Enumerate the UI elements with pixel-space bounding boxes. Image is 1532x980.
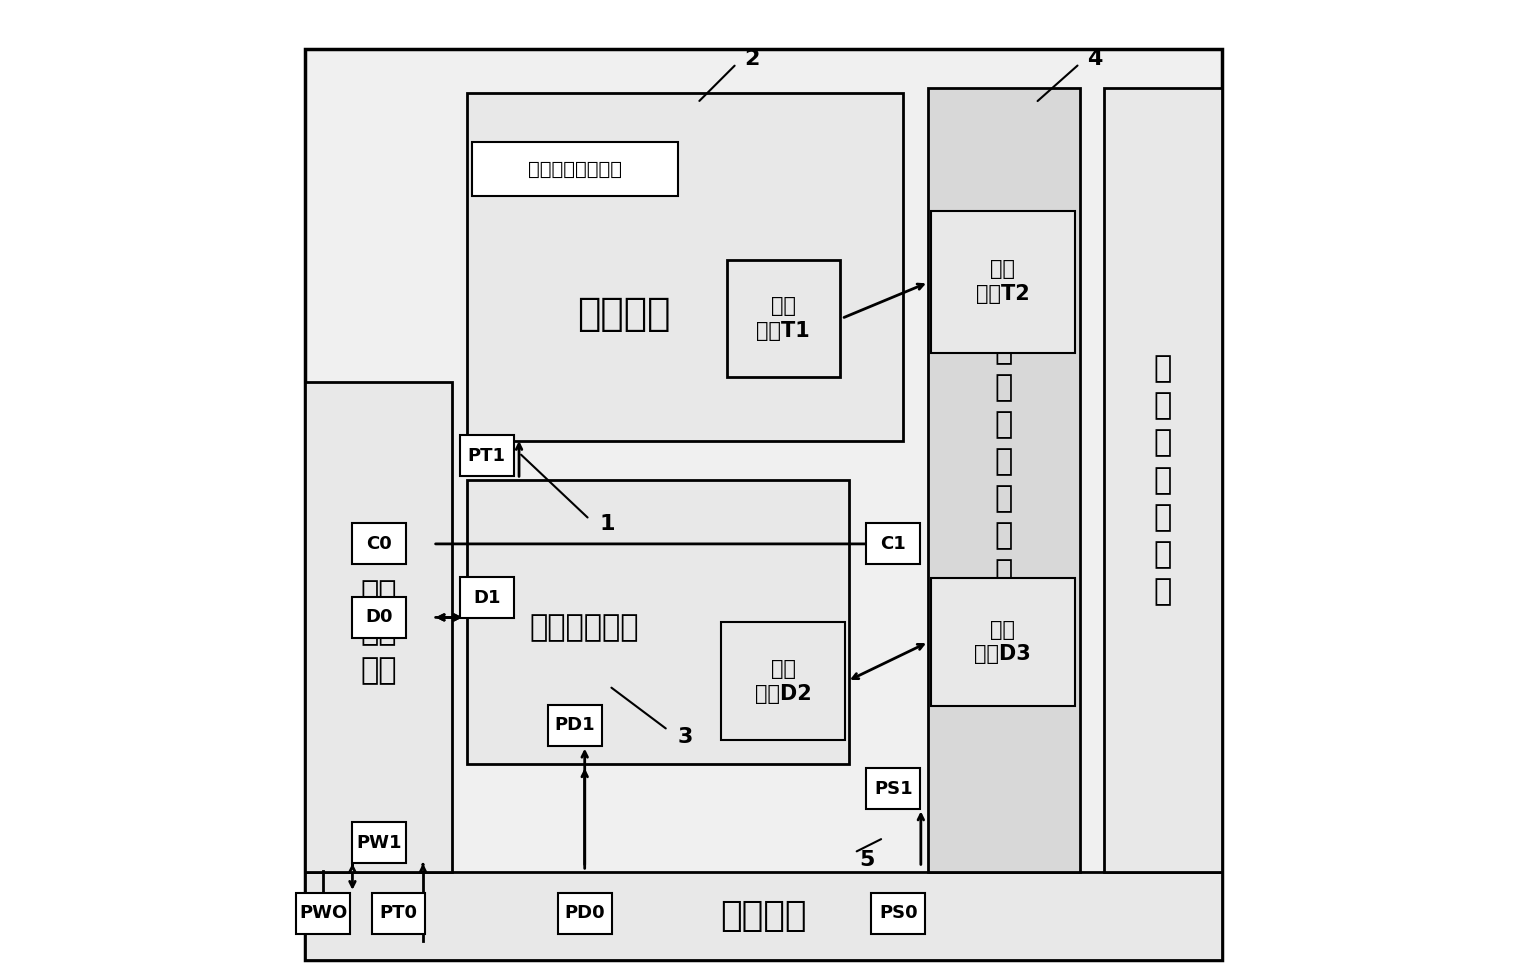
Text: PS1: PS1 [875, 780, 913, 798]
Text: PW1: PW1 [355, 834, 401, 852]
Text: 天
线
接
口
连
接
器: 天 线 接 口 连 接 器 [1154, 355, 1172, 606]
Text: 4: 4 [1088, 49, 1103, 69]
FancyBboxPatch shape [930, 578, 1075, 706]
Text: PT0: PT0 [380, 905, 418, 922]
FancyBboxPatch shape [305, 382, 452, 872]
Text: PWO: PWO [299, 905, 348, 922]
Text: 天线
接口T1: 天线 接口T1 [757, 296, 810, 341]
Text: PT1: PT1 [467, 447, 506, 465]
Text: 天线
接口D2: 天线 接口D2 [755, 659, 812, 704]
Text: PS0: PS0 [879, 905, 918, 922]
FancyBboxPatch shape [726, 260, 840, 377]
Text: 天线
接口T2: 天线 接口T2 [976, 260, 1030, 304]
FancyBboxPatch shape [867, 768, 921, 809]
Text: 5: 5 [859, 851, 875, 870]
FancyBboxPatch shape [296, 893, 349, 934]
FancyBboxPatch shape [460, 577, 513, 618]
Text: D0: D0 [365, 609, 392, 626]
Text: 3: 3 [677, 727, 692, 747]
FancyBboxPatch shape [352, 597, 406, 638]
FancyBboxPatch shape [305, 49, 1221, 960]
Text: PD1: PD1 [555, 716, 596, 734]
FancyBboxPatch shape [352, 523, 406, 564]
Text: 微控
制器
电路: 微控 制器 电路 [360, 579, 397, 685]
Text: 2: 2 [745, 49, 760, 69]
FancyBboxPatch shape [548, 705, 602, 746]
FancyBboxPatch shape [460, 435, 513, 476]
Text: D1: D1 [473, 589, 501, 607]
Text: 电源电路: 电源电路 [720, 900, 806, 933]
FancyBboxPatch shape [1105, 88, 1221, 872]
FancyBboxPatch shape [472, 142, 677, 196]
FancyBboxPatch shape [352, 822, 406, 863]
Text: C0: C0 [366, 535, 392, 553]
Text: 1: 1 [599, 514, 614, 534]
FancyBboxPatch shape [467, 93, 904, 441]
Text: C1: C1 [881, 535, 907, 553]
FancyBboxPatch shape [305, 872, 1221, 960]
Text: 数据通讯电路: 数据通讯电路 [530, 612, 639, 642]
FancyBboxPatch shape [372, 893, 426, 934]
Text: 单
刀
双
掷
开
关
电
路: 单 刀 双 掷 开 关 电 路 [994, 336, 1013, 624]
FancyBboxPatch shape [467, 480, 849, 764]
FancyBboxPatch shape [558, 893, 611, 934]
Text: PD0: PD0 [564, 905, 605, 922]
FancyBboxPatch shape [928, 88, 1080, 872]
Text: 触发电路: 触发电路 [578, 295, 671, 332]
FancyBboxPatch shape [872, 893, 925, 934]
Text: 天线
接口D3: 天线 接口D3 [974, 619, 1031, 664]
FancyBboxPatch shape [867, 523, 921, 564]
FancyBboxPatch shape [930, 211, 1075, 353]
FancyBboxPatch shape [722, 622, 846, 740]
Text: 触发源接口连接器: 触发源接口连接器 [529, 160, 622, 178]
